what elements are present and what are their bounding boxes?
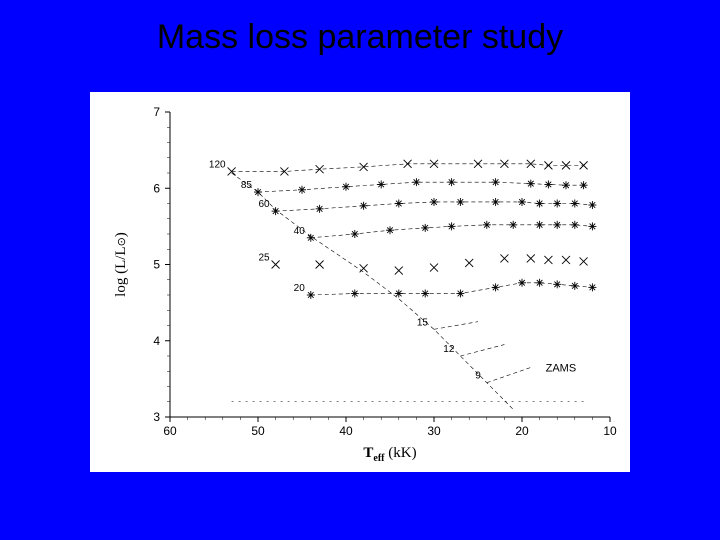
track-mass-label: 12 (443, 344, 455, 355)
track-curve (434, 322, 478, 330)
y-tick-label: 3 (153, 410, 160, 424)
slide: Mass loss parameter study 60 50 40 30 20 10 3 4… (0, 0, 720, 540)
track-mass-label: 85 (241, 180, 253, 191)
zams-line (232, 173, 514, 409)
y-tick-label: 4 (153, 334, 160, 348)
mass-loss-chart: 60 50 40 30 20 10 3 4 5 6 7 log (L/L⊙) Teff (kK) 120 8… (90, 92, 630, 472)
y-tick-label: 7 (153, 105, 160, 119)
x-tick-label: 20 (515, 424, 529, 438)
track-curve (232, 164, 584, 172)
x-tick-label: 30 (427, 424, 441, 438)
track-mass-label: 120 (209, 159, 226, 170)
x-tick-label: 60 (163, 424, 177, 438)
track-mass-label: 60 (258, 199, 270, 210)
track-curve (460, 345, 504, 356)
chart-card: 60 50 40 30 20 10 3 4 5 6 7 log (L/L⊙) Teff (kK) 120 8… (90, 92, 630, 472)
track-mass-label: 25 (258, 253, 270, 264)
x-tick-label: 10 (603, 424, 617, 438)
zams-label: ZAMS (546, 362, 577, 374)
page-title: Mass loss parameter study (0, 18, 720, 57)
track-mass-label: 20 (294, 283, 306, 294)
y-axis-label: log (L/L⊙) (113, 232, 129, 297)
y-tick-label: 6 (153, 181, 160, 195)
track-curve (487, 367, 531, 382)
y-tick-label: 5 (153, 258, 160, 272)
x-axis-label: Teff (kK) (363, 445, 416, 464)
x-tick-label: 40 (339, 424, 353, 438)
x-tick-label: 50 (251, 424, 265, 438)
